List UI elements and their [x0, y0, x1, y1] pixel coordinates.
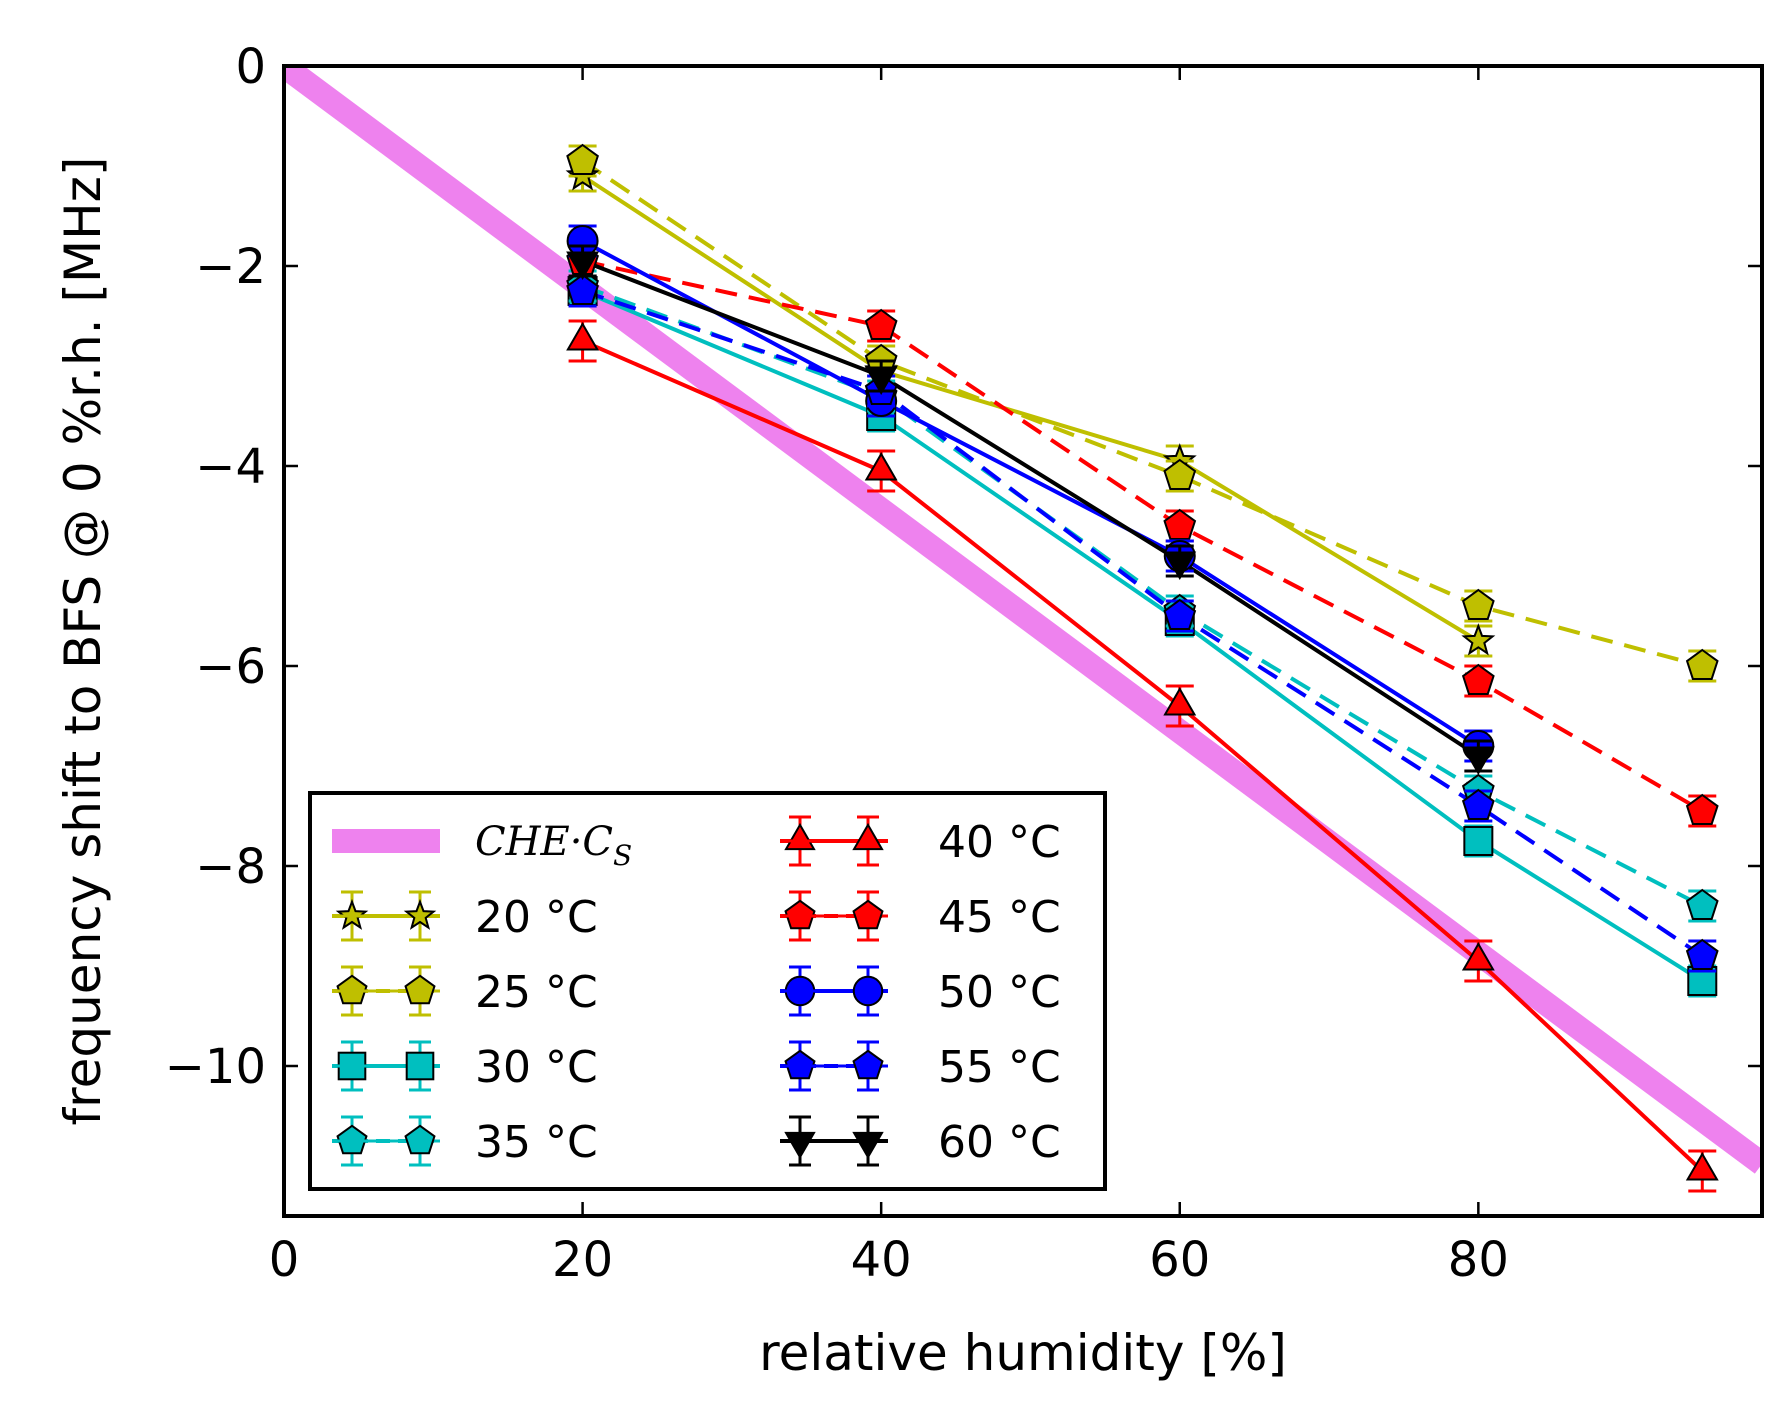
series-line-0: [581, 174, 1480, 643]
data-point: [864, 308, 898, 340]
reference-line: [284, 66, 1762, 1174]
series-points-1: [566, 143, 1719, 683]
data-point: [1163, 598, 1197, 630]
data-point: [566, 322, 600, 351]
legend-marker: [852, 975, 884, 1007]
plot-frame: [282, 64, 1764, 1218]
legend-entry-0: 20 °C: [332, 890, 598, 943]
legend-label: 45 °C: [938, 892, 1061, 943]
legend-marker: [852, 1049, 884, 1080]
legend-label: 60 °C: [938, 1117, 1061, 1168]
legend-marker: [852, 822, 884, 851]
x-tick-label: 0: [269, 1232, 300, 1288]
legend-marker: [784, 1131, 816, 1160]
data-point: [1163, 458, 1197, 490]
x-tick-label: 60: [1149, 1232, 1210, 1288]
plot-content: [284, 66, 1762, 1193]
data-point: [1461, 746, 1495, 775]
legend-label: 20 °C: [475, 892, 598, 943]
legend-label: 40 °C: [938, 817, 1061, 868]
y-axis-label: frequency shift to BFS @ 0 %r.h. [MHz]: [54, 157, 112, 1126]
series-line-8: [581, 259, 1480, 758]
data-point: [1463, 826, 1494, 856]
data-point: [1461, 663, 1495, 695]
legend-reference-label: CHE·CS: [475, 819, 632, 872]
legend-entry-2: 30 °C: [332, 1040, 598, 1093]
legend-marker: [403, 898, 437, 930]
series-line-1: [581, 159, 1703, 668]
legend-label: 50 °C: [938, 967, 1061, 1018]
legend: CHE·CS 20 °C 25 °C 30 °C 35 °C 40 °C 45 °C 50 °…: [308, 791, 1107, 1191]
legend-marker: [405, 1051, 435, 1081]
data-point: [1685, 1151, 1719, 1181]
data-point: [1685, 938, 1719, 970]
legend-entry-6: 50 °C: [780, 965, 1061, 1018]
data-point: [1163, 686, 1197, 716]
legend-entry-7: 55 °C: [780, 1040, 1061, 1093]
y-tick-label: 0: [235, 39, 266, 95]
legend-entry-1: 25 °C: [332, 965, 598, 1018]
legend-label: 25 °C: [475, 967, 598, 1018]
legend-entry-4: 40 °C: [780, 815, 1061, 868]
x-axis-label: relative humidity [%]: [759, 1324, 1287, 1382]
legend-marker: [784, 822, 816, 851]
legend-label: 55 °C: [938, 1042, 1061, 1093]
data-point: [1461, 942, 1495, 971]
data-point: [1461, 623, 1496, 656]
series-line-6: [581, 239, 1480, 748]
legend-marker: [852, 899, 884, 930]
legend-label: 35 °C: [475, 1117, 598, 1168]
series-points-4: [566, 319, 1719, 1193]
data-point: [566, 143, 599, 175]
legend-entry-8: 60 °C: [780, 1115, 1061, 1168]
legend-marker: [404, 1124, 436, 1155]
y-tick-label: −6: [195, 639, 266, 695]
data-point: [1461, 588, 1495, 620]
legend-box: [308, 791, 1107, 1191]
data-point: [1461, 788, 1495, 820]
data-point: [1685, 648, 1719, 680]
series-points-8: [566, 244, 1495, 775]
data-point: [1685, 888, 1719, 920]
data-point: [864, 366, 898, 395]
data-point: [864, 452, 898, 481]
x-tick-label: 80: [1448, 1232, 1509, 1288]
legend-label: 30 °C: [475, 1042, 598, 1093]
y-tick-label: −4: [195, 439, 266, 495]
data-point: [1685, 793, 1719, 825]
legend-entry-3: 35 °C: [332, 1115, 598, 1168]
legend-marker: [404, 974, 436, 1005]
legend-marker: [852, 1131, 884, 1160]
axis-ticks: 0 20 40 60 80 0 −2 −4 −6 −8 −10: [165, 39, 1762, 1288]
legend-entry-5: 45 °C: [780, 890, 1061, 943]
y-tick-label: −10: [165, 1039, 266, 1095]
data-point: [1163, 508, 1197, 540]
y-tick-label: −2: [195, 239, 266, 295]
y-tick-label: −8: [195, 839, 266, 895]
x-tick-label: 40: [851, 1232, 912, 1288]
data-point: [566, 251, 600, 280]
data-point: [1163, 551, 1197, 581]
data-point: [566, 273, 599, 305]
x-tick-label: 20: [552, 1232, 613, 1288]
